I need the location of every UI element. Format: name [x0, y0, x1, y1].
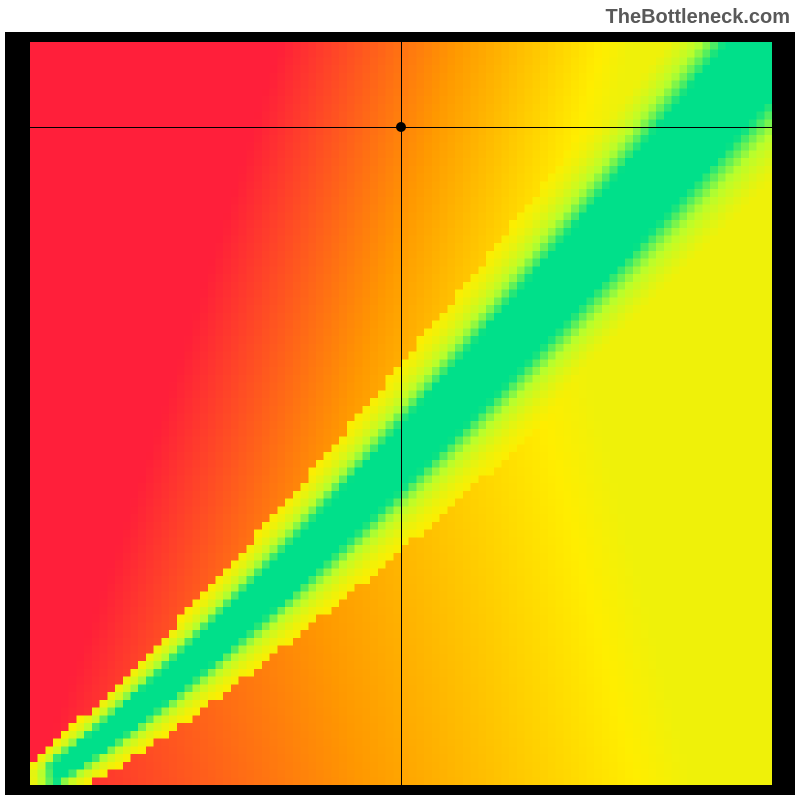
chart-container: TheBottleneck.com	[0, 0, 800, 800]
plot-inner-area	[30, 42, 772, 785]
watermark-text: TheBottleneck.com	[606, 6, 790, 29]
crosshair-vertical	[401, 42, 402, 785]
